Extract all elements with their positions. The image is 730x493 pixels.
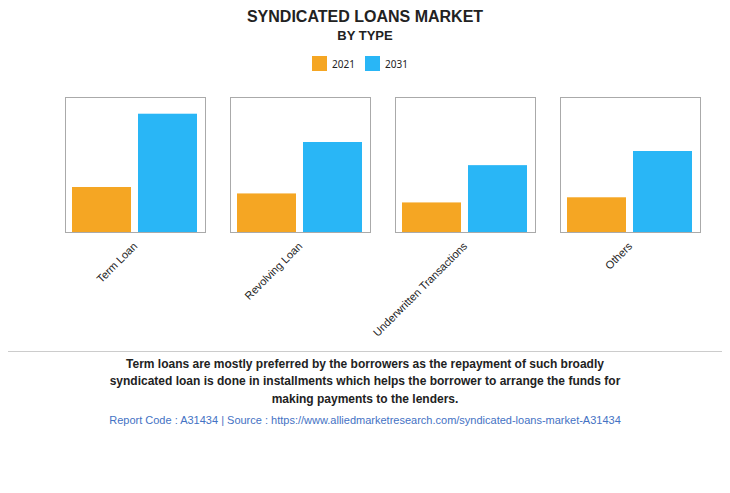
html-text:Report Code : A31434 | Source: Report Code : A31434 | Source : https://… [109, 414, 621, 427]
html-text:SYNDICATED LOANS MARKET: SYNDICATED LOANS MARKET [246, 8, 484, 25]
html-text:2031: 2031 [385, 56, 408, 71]
svg-text:Underwritten Transactions: Underwritten Transactions [371, 239, 470, 338]
svg-text:Revolving Loan: Revolving Loan [242, 240, 304, 302]
html-text:syndicated loan is done in ins: syndicated loan is done in installments … [109, 374, 621, 389]
svg-text:Term Loan: Term Loan [94, 240, 139, 285]
html-text:making payments to the lenders: making payments to the lenders. [271, 391, 459, 406]
svg-text:Others: Others [603, 239, 635, 271]
html-text:2021: 2021 [332, 56, 355, 71]
html-text:BY TYPE: BY TYPE [337, 28, 393, 43]
html-text:Term loans are mostly preferre: Term loans are mostly preferred by the b… [126, 357, 604, 371]
